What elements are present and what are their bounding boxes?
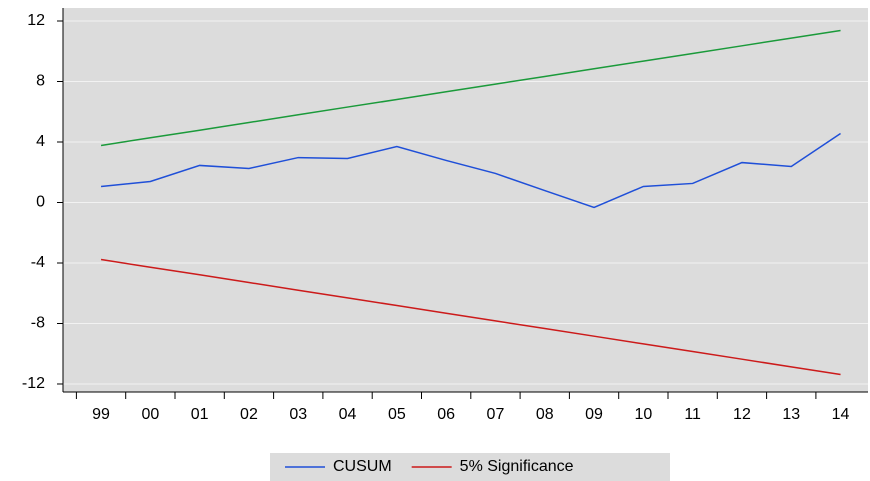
x-tick-label: 06: [437, 406, 455, 423]
x-tick-label: 03: [289, 406, 307, 423]
x-tick-label: 12: [733, 406, 751, 423]
y-tick-label: -12: [22, 375, 45, 392]
x-tick-label: 99: [92, 406, 110, 423]
x-tick-label: 13: [782, 406, 800, 423]
x-tick-label: 14: [832, 406, 850, 423]
x-tick-label: 08: [536, 406, 554, 423]
x-tick-label: 04: [339, 406, 357, 423]
y-tick-label: 4: [36, 133, 45, 150]
x-tick-label: 07: [487, 406, 505, 423]
y-tick-label: 8: [36, 73, 45, 90]
series-line: [100, 132, 841, 209]
plot-area: [63, 8, 868, 392]
legend-label: 5% Significance: [460, 458, 574, 475]
y-tick-label: 0: [36, 194, 45, 211]
series-line: [100, 29, 841, 147]
x-tick-label: 02: [240, 406, 258, 423]
legend-label: CUSUM: [333, 458, 392, 475]
y-tick-label: -4: [31, 254, 45, 271]
y-tick-label: -8: [31, 315, 45, 332]
x-tick-label: 00: [141, 406, 159, 423]
y-tick-label: 12: [27, 12, 45, 29]
x-tick-label: 05: [388, 406, 406, 423]
x-tick-label: 01: [191, 406, 209, 423]
legend: [270, 453, 670, 481]
series-line: [100, 258, 841, 376]
x-tick-label: 11: [684, 406, 701, 423]
x-tick-label: 09: [585, 406, 603, 423]
x-tick-label: 10: [634, 406, 652, 423]
